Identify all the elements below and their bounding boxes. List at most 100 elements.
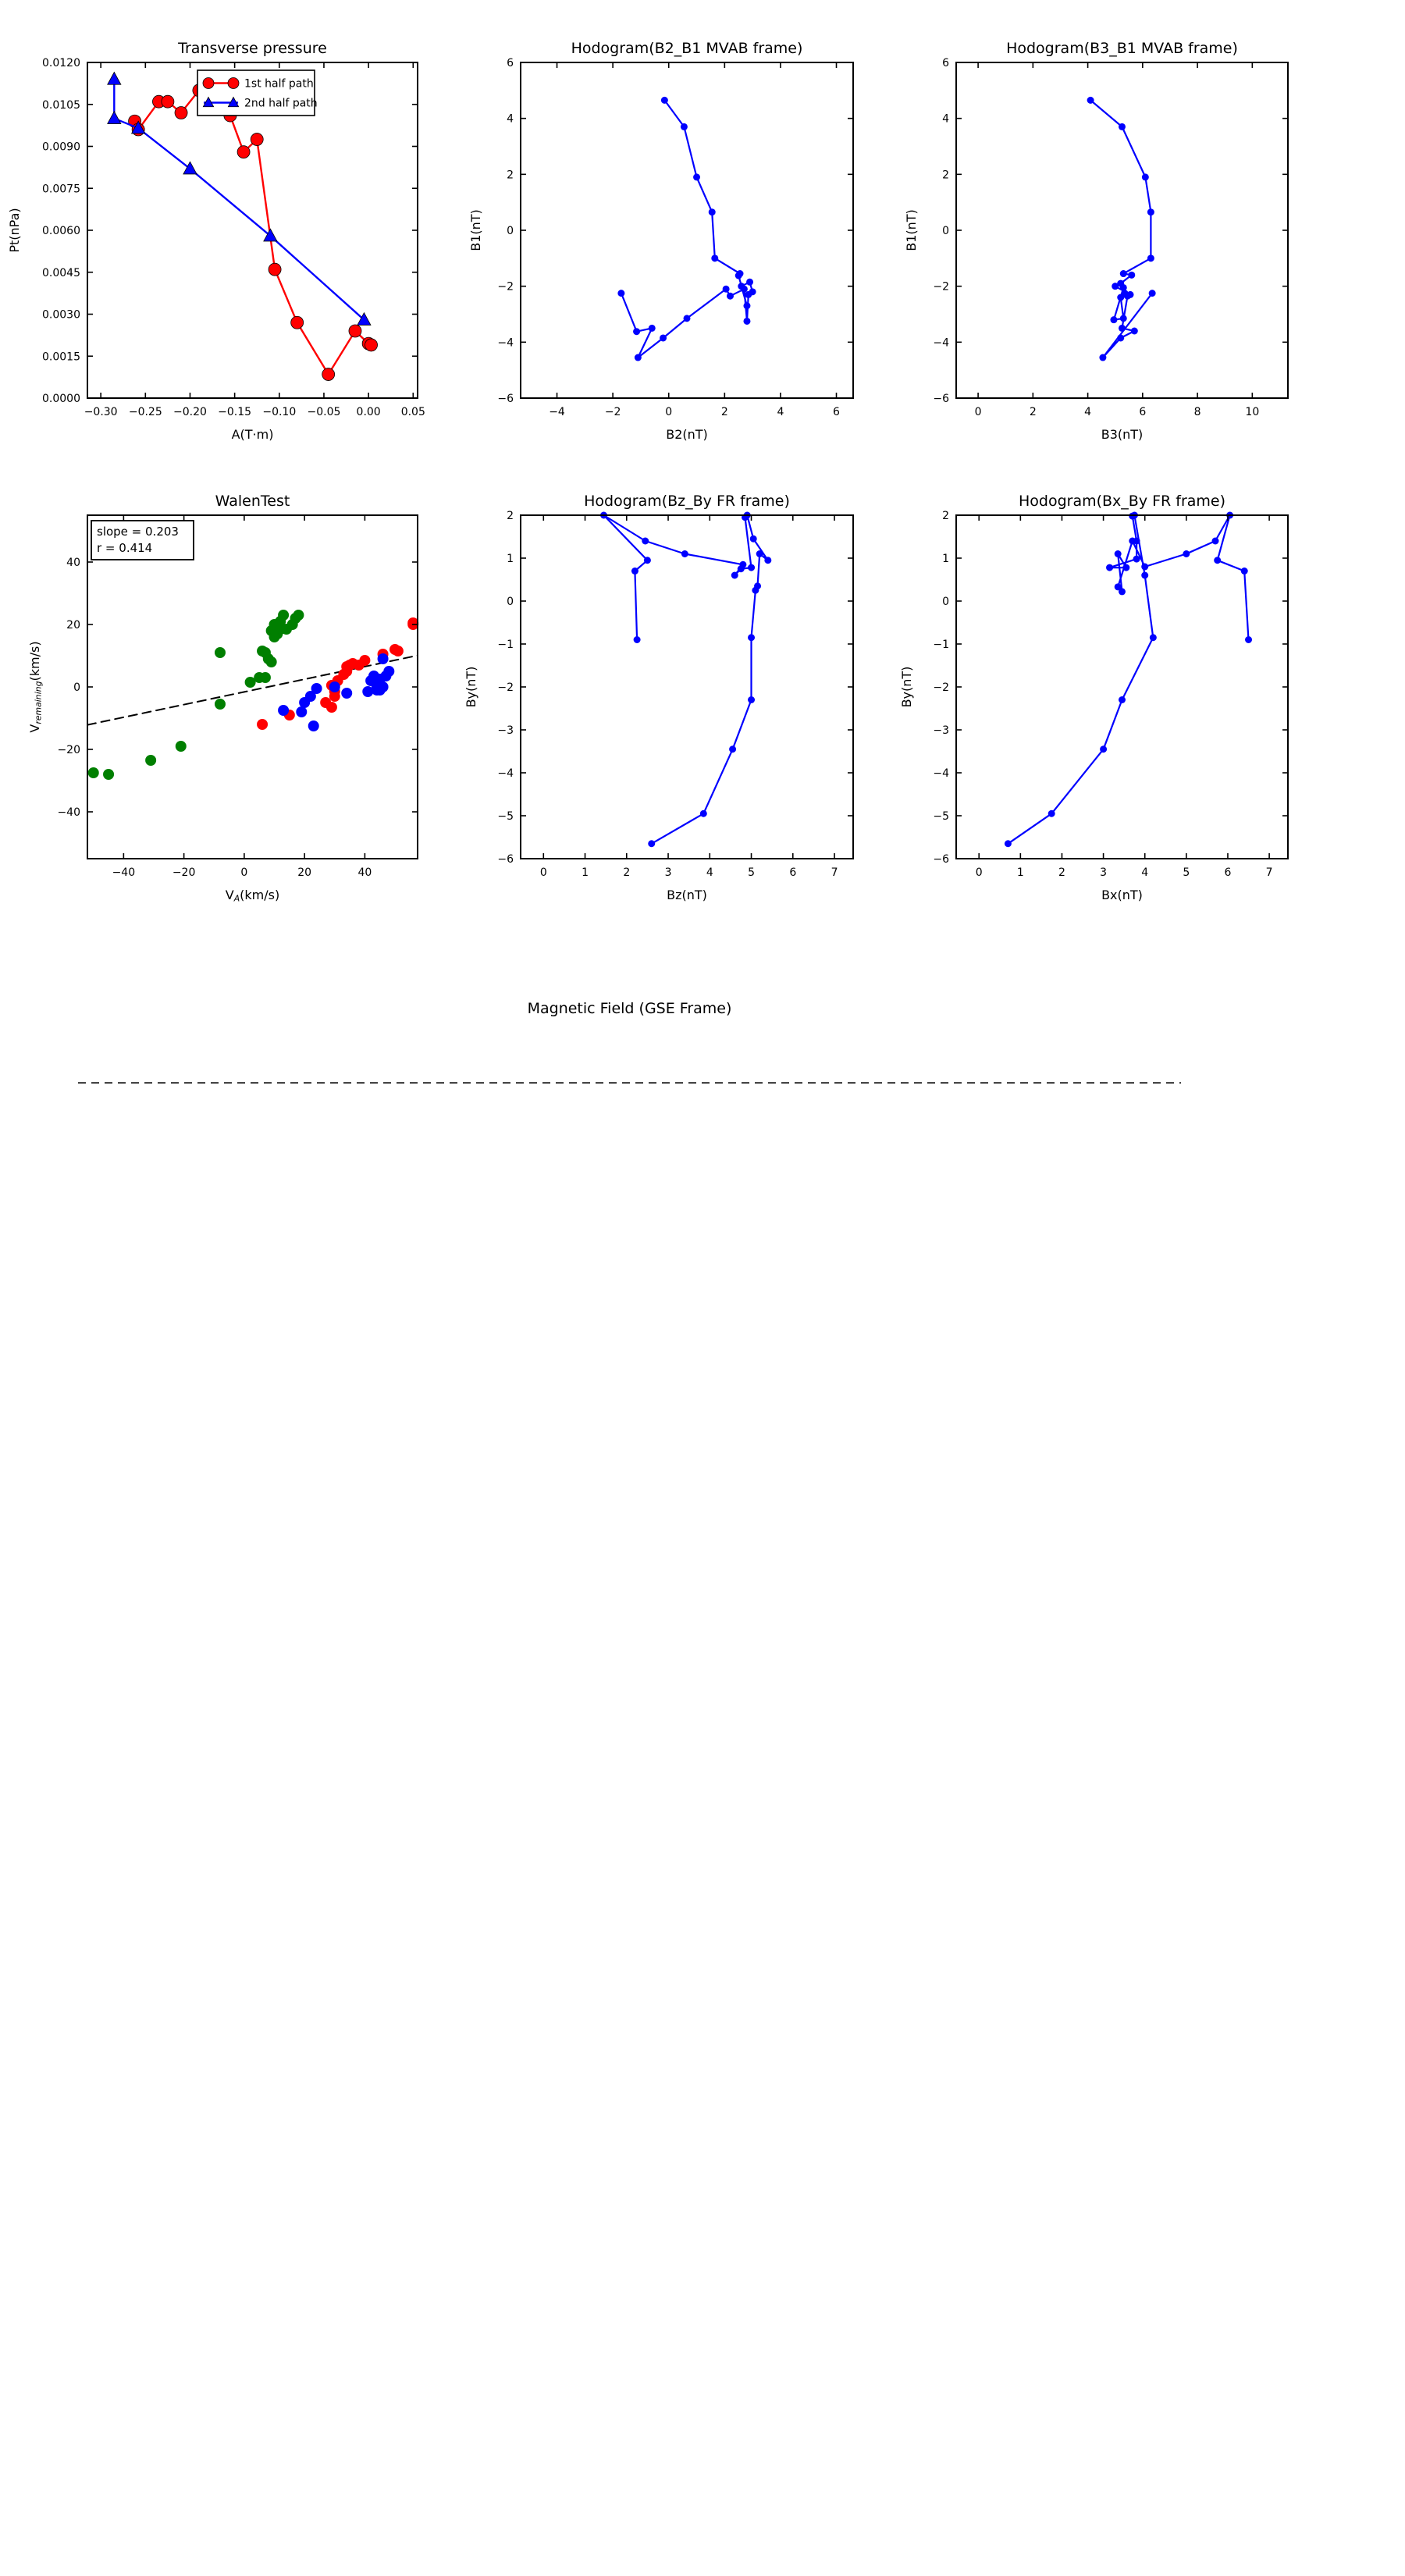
hodogram-b3-b1-title: Hodogram(B3_B1 MVAB frame) [1006, 40, 1238, 57]
svg-text:0: 0 [240, 866, 247, 879]
hodogram-b3-b1-panel [955, 62, 1289, 399]
svg-text:−3: −3 [933, 724, 949, 737]
svg-text:0: 0 [73, 681, 80, 694]
svg-text:0: 0 [975, 406, 982, 418]
svg-text:−0.05: −0.05 [308, 406, 341, 418]
svg-text:−2: −2 [933, 281, 949, 294]
hodogram-b2-b1-panel [520, 62, 854, 399]
svg-text:−4: −4 [933, 767, 949, 780]
svg-text:0.0105: 0.0105 [42, 99, 80, 112]
hodogram-b2-b1-title: Hodogram(B2_B1 MVAB frame) [571, 40, 803, 57]
svg-text:−6: −6 [933, 853, 949, 866]
svg-text:VA(km/s): VA(km/s) [226, 888, 279, 904]
svg-text:4: 4 [777, 406, 784, 418]
svg-text:6: 6 [833, 406, 840, 418]
svg-text:Bx(nT): Bx(nT) [1101, 888, 1143, 902]
svg-text:r = 0.414: r = 0.414 [97, 541, 152, 555]
svg-text:20: 20 [297, 866, 311, 879]
svg-text:0.0075: 0.0075 [42, 183, 80, 195]
svg-text:By(nT): By(nT) [464, 667, 478, 708]
svg-text:4: 4 [706, 866, 713, 879]
svg-text:Vremaining(km/s): Vremaining(km/s) [27, 641, 44, 732]
svg-text:2: 2 [942, 169, 949, 181]
svg-text:B3(nT): B3(nT) [1101, 427, 1144, 442]
walen-test-title: WalenTest [215, 493, 290, 510]
svg-text:−20: −20 [57, 744, 80, 756]
svg-text:7: 7 [1266, 866, 1273, 879]
svg-text:0.05: 0.05 [401, 406, 425, 418]
svg-text:4: 4 [1084, 406, 1091, 418]
svg-text:0: 0 [665, 406, 672, 418]
svg-text:−1: −1 [497, 639, 514, 651]
svg-text:5: 5 [1183, 866, 1190, 879]
svg-text:8: 8 [1194, 406, 1201, 418]
svg-text:0: 0 [507, 225, 514, 237]
svg-text:1: 1 [507, 553, 514, 565]
svg-text:2: 2 [623, 866, 630, 879]
svg-text:2: 2 [1058, 866, 1065, 879]
svg-text:0: 0 [942, 225, 949, 237]
svg-text:0: 0 [976, 866, 983, 879]
hodogram-bz-by-panel [520, 511, 854, 859]
svg-text:−0.15: −0.15 [218, 406, 251, 418]
svg-text:5: 5 [748, 866, 755, 879]
svg-text:A(T·m): A(T·m) [232, 427, 274, 442]
svg-text:−4: −4 [549, 406, 565, 418]
svg-text:40: 40 [357, 866, 372, 879]
transverse-pressure-title: Transverse pressure [177, 40, 327, 57]
transverse-pressure-panel [87, 62, 418, 399]
svg-text:0.0045: 0.0045 [42, 267, 80, 279]
svg-text:−6: −6 [933, 393, 949, 405]
b-gse-title: Magnetic Field (GSE Frame) [528, 1000, 732, 1017]
svg-text:6: 6 [942, 57, 949, 69]
svg-text:10: 10 [1245, 406, 1259, 418]
svg-text:−40: −40 [112, 866, 136, 879]
legend-label: 1st half path [244, 78, 314, 91]
svg-text:−4: −4 [497, 336, 514, 349]
svg-text:0.0015: 0.0015 [42, 350, 80, 363]
svg-text:2: 2 [507, 510, 514, 522]
walen-test-panel [87, 514, 419, 859]
svg-text:2: 2 [721, 406, 728, 418]
svg-text:slope = 0.203: slope = 0.203 [97, 525, 179, 539]
svg-text:20: 20 [66, 619, 80, 632]
svg-text:1: 1 [582, 866, 589, 879]
svg-text:4: 4 [507, 113, 514, 126]
svg-text:−5: −5 [933, 810, 949, 823]
svg-text:−2: −2 [497, 281, 514, 294]
svg-text:By(nT): By(nT) [899, 667, 914, 708]
svg-text:−2: −2 [497, 681, 514, 694]
svg-text:7: 7 [831, 866, 838, 879]
svg-text:6: 6 [507, 57, 514, 69]
svg-text:3: 3 [1100, 866, 1107, 879]
hodogram-bx-by-title: Hodogram(Bx_By FR frame) [1019, 493, 1225, 510]
svg-text:0.0060: 0.0060 [42, 225, 80, 237]
svg-text:−4: −4 [933, 336, 949, 349]
svg-text:2: 2 [942, 510, 949, 522]
svg-text:−0.10: −0.10 [262, 406, 296, 418]
svg-text:−6: −6 [497, 393, 514, 405]
svg-text:6: 6 [789, 866, 796, 879]
svg-text:−2: −2 [933, 681, 949, 694]
svg-text:4: 4 [942, 113, 949, 126]
svg-text:2: 2 [1030, 406, 1037, 418]
svg-text:Bz(nT): Bz(nT) [667, 888, 707, 902]
svg-text:−4: −4 [497, 767, 514, 780]
svg-text:−2: −2 [605, 406, 621, 418]
svg-text:B1(nT): B1(nT) [468, 209, 483, 251]
hodogram-bz-by-title: Hodogram(Bz_By FR frame) [584, 493, 790, 510]
svg-text:6: 6 [1225, 866, 1232, 879]
hodogram-bx-by-panel [955, 511, 1289, 859]
svg-text:−40: −40 [57, 806, 80, 819]
svg-text:4: 4 [1141, 866, 1148, 879]
svg-text:0: 0 [942, 596, 949, 608]
svg-text:0.00: 0.00 [357, 406, 381, 418]
svg-text:0.0090: 0.0090 [42, 141, 80, 154]
svg-text:−3: −3 [497, 724, 514, 737]
svg-text:B2(nT): B2(nT) [666, 427, 708, 442]
svg-text:−1: −1 [933, 639, 949, 651]
svg-text:40: 40 [66, 557, 80, 569]
svg-text:−0.25: −0.25 [129, 406, 162, 418]
